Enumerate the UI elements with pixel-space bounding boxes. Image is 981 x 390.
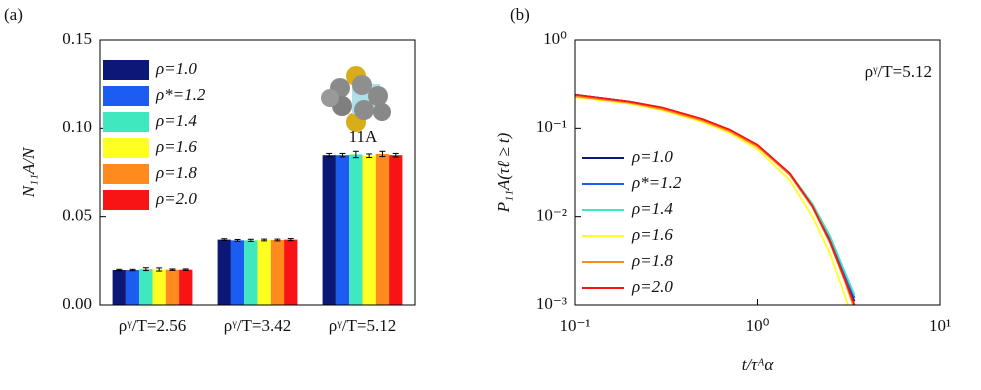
x-tick-label: ρᵞ/T=3.42 — [224, 316, 291, 335]
legend-swatch — [103, 190, 149, 210]
bar — [139, 269, 153, 305]
error-bar — [247, 238, 254, 242]
legend-label: ρ=1.6 — [631, 225, 673, 244]
y-axis-label: P₁₁A(τℓ ≥ t) — [494, 132, 513, 213]
bar — [389, 155, 403, 305]
panel-label: (b) — [510, 5, 530, 24]
y-tick-label: 10⁻¹ — [536, 117, 567, 136]
bar — [230, 240, 245, 305]
legend-swatch — [103, 164, 149, 184]
x-tick-label: ρᵞ/T=5.12 — [329, 316, 396, 335]
panel-label: (a) — [4, 5, 23, 24]
error-bar — [221, 238, 228, 242]
bar — [349, 154, 363, 305]
legend-label: ρ=2.0 — [155, 189, 197, 208]
bar — [335, 155, 350, 305]
y-axis-label: N₁₁A/N — [19, 146, 38, 198]
plot-frame — [574, 39, 941, 306]
bar — [112, 270, 126, 305]
error-bar — [287, 238, 294, 242]
legend-label: ρ=1.4 — [155, 111, 197, 130]
y-tick-label: 10⁻³ — [536, 294, 567, 313]
bar — [284, 239, 298, 305]
error-bar — [392, 152, 399, 158]
legend-swatch — [103, 86, 149, 106]
y-tick-label: 0.10 — [62, 117, 92, 136]
legend-label: ρ=1.6 — [155, 137, 197, 156]
bar — [179, 269, 193, 305]
error-bar — [274, 238, 281, 242]
annotation: 11A — [349, 127, 378, 146]
bar — [125, 270, 140, 305]
y-tick-label: 10⁰ — [543, 29, 567, 48]
bar — [375, 153, 390, 305]
error-bar — [326, 152, 333, 158]
error-bar — [352, 150, 359, 159]
plot-lines — [575, 93, 856, 305]
error-bar — [116, 268, 123, 272]
legend-label: ρ*=1.2 — [631, 173, 682, 192]
cluster-icon — [321, 66, 391, 132]
bar — [270, 239, 285, 305]
bar — [244, 240, 258, 305]
x-tick-label: ρᵞ/T=2.56 — [119, 316, 186, 335]
bar — [165, 269, 180, 305]
error-bar — [261, 238, 268, 242]
legend-swatch — [103, 112, 149, 132]
y-tick-label: 0.15 — [62, 29, 92, 48]
legend-label: ρ*=1.2 — [155, 85, 206, 104]
x-axis-label: t/τᴬα — [742, 355, 775, 374]
error-bar — [379, 150, 386, 158]
legend-label: ρ=1.0 — [631, 147, 673, 166]
bar — [322, 155, 336, 305]
error-bar — [156, 267, 163, 272]
plot-frame — [99, 39, 416, 306]
error-bar — [234, 238, 241, 242]
legend-label: ρ=1.4 — [631, 199, 673, 218]
y-tick-label: 10⁻² — [536, 206, 567, 225]
x-tick-label: 10¹ — [929, 316, 951, 335]
error-bar — [129, 268, 136, 272]
y-tick-label: 0.00 — [62, 294, 92, 313]
legend-label: ρ=2.0 — [631, 277, 673, 296]
error-bar — [182, 268, 189, 271]
data-line — [575, 93, 856, 305]
legend-label: ρ=1.8 — [155, 163, 197, 182]
x-tick-label: 10⁻¹ — [559, 316, 590, 335]
legend-swatch — [103, 60, 149, 80]
legend-label: ρ=1.0 — [155, 59, 197, 78]
legend-label: ρ=1.8 — [631, 251, 673, 270]
error-bar — [339, 152, 346, 158]
error-bar — [366, 153, 373, 158]
bar — [257, 239, 271, 305]
x-tick-label: 10⁰ — [746, 316, 770, 335]
legend-swatch — [103, 138, 149, 158]
bar — [362, 155, 376, 305]
bar — [217, 239, 231, 305]
y-tick-label: 0.05 — [62, 206, 92, 225]
bar — [152, 269, 166, 305]
annotation: ρᵞ/T=5.12 — [865, 62, 932, 81]
data-line — [575, 96, 849, 305]
error-bar — [142, 267, 149, 272]
error-bar — [169, 268, 176, 271]
